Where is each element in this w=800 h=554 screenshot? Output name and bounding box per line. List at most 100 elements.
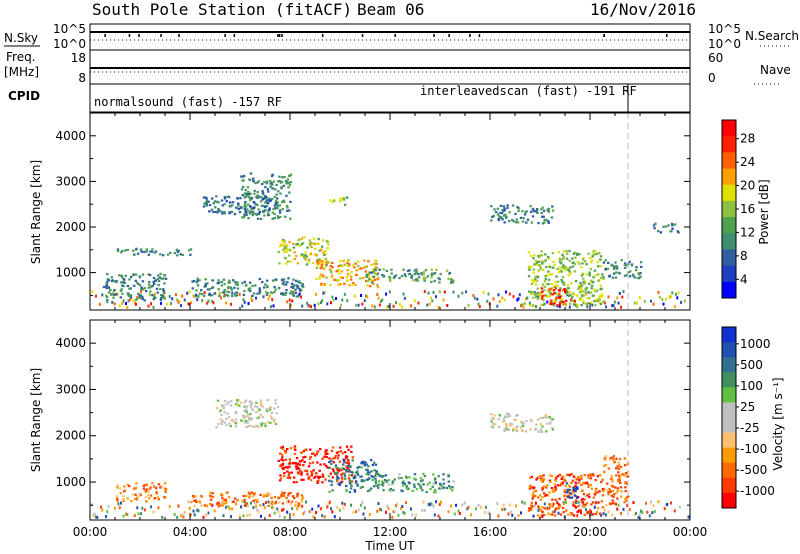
heatmap-cell: [122, 514, 125, 518]
heatmap-cell: [259, 399, 263, 402]
heatmap-cell: [216, 211, 219, 214]
heatmap-cell: [555, 476, 558, 479]
heatmap-cell: [556, 501, 559, 505]
heatmap-cell: [505, 215, 508, 218]
heatmap-cell: [560, 300, 564, 303]
heatmap-cell: [374, 481, 378, 485]
heatmap-cell: [266, 492, 269, 495]
nsky-dropout: [128, 34, 131, 37]
heatmap-cell: [176, 515, 179, 519]
heatmap-cell: [135, 273, 138, 276]
heatmap-cell: [551, 498, 554, 501]
heatmap-cell: [120, 251, 123, 254]
heatmap-cell: [316, 461, 319, 464]
colorbar-segment: [722, 184, 736, 202]
heatmap-cell: [162, 290, 165, 293]
heatmap-cell: [541, 290, 544, 293]
heatmap-cell: [272, 304, 275, 308]
heatmap-cell: [551, 513, 554, 516]
nsky-dropout: [233, 34, 236, 37]
heatmap-cell: [340, 270, 344, 273]
heatmap-cell: [294, 288, 297, 291]
heatmap-cell: [580, 474, 583, 478]
heatmap-cell: [343, 292, 346, 296]
heatmap-cell: [249, 403, 253, 407]
heatmap-cell: [217, 288, 220, 291]
heatmap-cell: [257, 180, 260, 183]
heatmap-cell: [612, 494, 615, 497]
heatmap-cell: [509, 424, 512, 427]
heatmap-cell: [157, 506, 160, 510]
y-tick-label: 4000: [55, 129, 86, 143]
heatmap-cell: [368, 513, 371, 516]
heatmap-cell: [282, 248, 285, 251]
power-ylabel: Slant Range [km]: [29, 160, 43, 264]
heatmap-cell: [248, 417, 252, 420]
heatmap-cell: [617, 479, 620, 483]
heatmap-cell: [290, 285, 293, 288]
heatmap-cell: [589, 474, 592, 477]
heatmap-cell: [356, 473, 360, 476]
heatmap-cell: [343, 263, 346, 266]
heatmap-cell: [335, 297, 337, 300]
heatmap-cell: [405, 501, 407, 505]
heatmap-cell: [268, 514, 271, 517]
heatmap-cell: [282, 184, 285, 187]
heatmap-cell: [156, 291, 159, 294]
heatmap-cell: [252, 211, 255, 214]
heatmap-cell: [320, 267, 323, 270]
heatmap-cell: [616, 296, 619, 300]
heatmap-cell: [282, 278, 286, 281]
heatmap-cell: [365, 279, 368, 283]
heatmap-cell: [537, 295, 540, 299]
nsky-dropout: [224, 34, 226, 37]
heatmap-cell: [122, 285, 125, 288]
heatmap-cell: [126, 483, 130, 487]
heatmap-cell: [169, 251, 172, 254]
heatmap-cell: [360, 466, 363, 469]
heatmap-cell: [638, 513, 641, 517]
heatmap-cell: [552, 488, 555, 491]
heatmap-cell: [244, 209, 247, 212]
heatmap-cell: [244, 200, 247, 204]
heatmap-cell: [541, 206, 544, 209]
heatmap-cell: [312, 237, 315, 240]
station-title: South Pole Station (fitACF): [92, 0, 352, 19]
heatmap-cell: [102, 285, 106, 289]
heatmap-cell: [263, 286, 266, 289]
heatmap-cell: [623, 263, 627, 266]
heatmap-cell: [370, 458, 373, 462]
heatmap-cell: [296, 492, 299, 495]
heatmap-cell: [253, 192, 256, 195]
heatmap-cell: [273, 195, 276, 199]
heatmap-cell: [349, 487, 353, 490]
heatmap-cell: [274, 188, 277, 191]
heatmap-cell: [538, 256, 541, 259]
heatmap-cell: [547, 270, 550, 273]
heatmap-cell: [623, 266, 627, 269]
heatmap-cell: [532, 496, 535, 499]
heatmap-cell: [286, 209, 289, 212]
heatmap-cell: [234, 294, 237, 297]
heatmap-cell: [568, 474, 571, 477]
heatmap-cell: [200, 494, 203, 498]
heatmap-cell: [241, 194, 244, 197]
heatmap-cell: [536, 287, 539, 290]
heatmap-cell: [574, 256, 577, 259]
heatmap-cell: [334, 455, 337, 458]
heatmap-cell: [305, 469, 308, 472]
heatmap-cell: [413, 273, 417, 276]
heatmap-cell: [256, 501, 259, 504]
heatmap-cell: [331, 457, 334, 460]
status-traces: [90, 31, 690, 73]
heatmap-cell: [599, 255, 603, 258]
heatmap-cell: [250, 491, 254, 494]
heatmap-cell: [291, 462, 295, 465]
heatmap-cell: [246, 413, 250, 416]
heatmap-cell: [281, 508, 284, 512]
heatmap-cell: [555, 297, 558, 300]
heatmap-cell: [534, 494, 537, 498]
heatmap-cell: [295, 254, 298, 258]
heatmap-cell: [575, 486, 579, 489]
heatmap-cell: [597, 279, 600, 282]
